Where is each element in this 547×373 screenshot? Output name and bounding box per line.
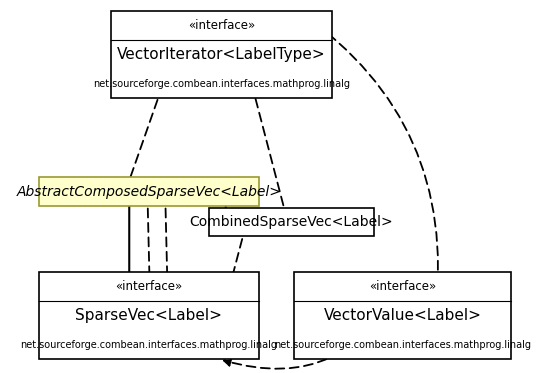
Text: «interface»: «interface» <box>115 280 182 294</box>
Text: net.sourceforge.combean.interfaces.mathprog.linalg: net.sourceforge.combean.interfaces.mathp… <box>274 340 531 350</box>
Bar <box>39 177 259 206</box>
Bar <box>112 11 332 98</box>
Text: VectorIterator<LabelType>: VectorIterator<LabelType> <box>117 47 326 62</box>
Bar <box>39 272 259 359</box>
Text: SparseVec<Label>: SparseVec<Label> <box>75 308 222 323</box>
Text: net.sourceforge.combean.interfaces.mathprog.linalg: net.sourceforge.combean.interfaces.mathp… <box>20 340 277 350</box>
Text: net.sourceforge.combean.interfaces.mathprog.linalg: net.sourceforge.combean.interfaces.mathp… <box>93 79 350 88</box>
Text: VectorValue<Label>: VectorValue<Label> <box>323 308 481 323</box>
Text: «interface»: «interface» <box>369 280 436 294</box>
Text: CombinedSparseVec<Label>: CombinedSparseVec<Label> <box>190 215 393 229</box>
Text: AbstractComposedSparseVec<Label>: AbstractComposedSparseVec<Label> <box>16 185 281 198</box>
Text: «interface»: «interface» <box>188 19 255 32</box>
Bar <box>209 209 374 236</box>
Bar <box>294 272 511 359</box>
